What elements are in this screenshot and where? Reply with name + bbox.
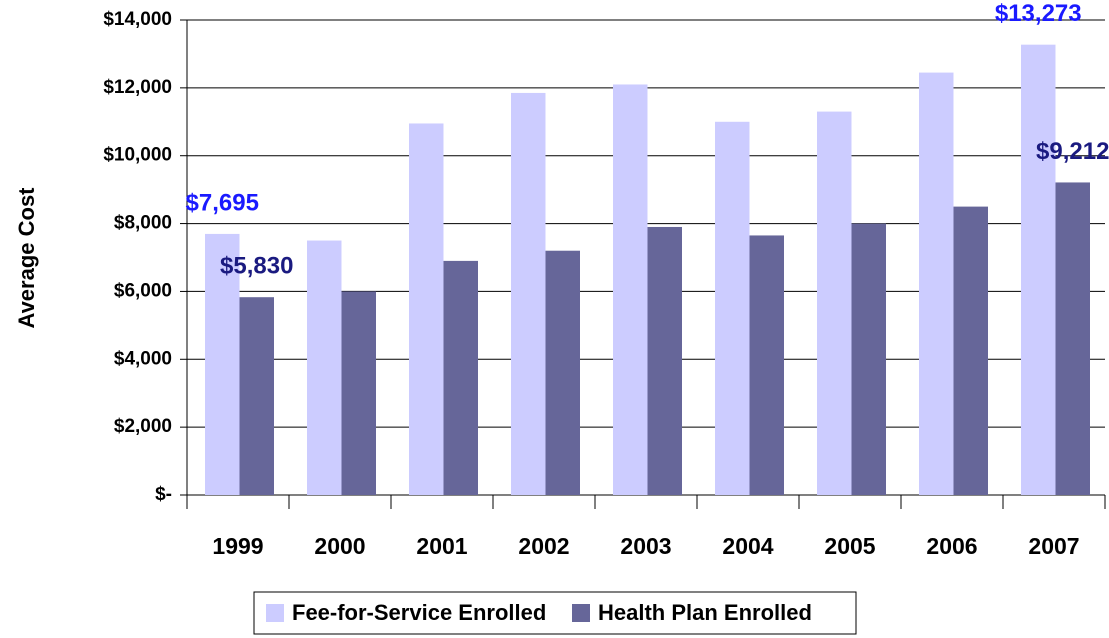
y-tick-label: $- [155,484,172,505]
x-tick-label: 2000 [314,533,365,559]
bar [511,92,546,496]
bar [205,233,240,495]
bar [1055,182,1090,495]
bar [409,123,444,495]
x-tick-label: 2003 [620,533,671,559]
x-tick-label: 1999 [212,533,263,559]
x-tick-label: 2005 [824,533,875,559]
y-axis-label: Average Cost [14,187,39,329]
data-label: $5,830 [220,253,293,280]
bar [851,223,886,496]
bar [545,250,580,495]
bar [919,72,954,495]
x-tick-label: 2001 [416,533,467,559]
x-tick-label: 2002 [518,533,569,559]
x-tick-label: 2006 [926,533,977,559]
bar [443,260,478,495]
legend-swatch [266,604,284,622]
x-tick-label: 2007 [1028,533,1079,559]
y-tick-label: $2,000 [114,416,172,437]
bar [307,240,342,495]
bar [647,226,682,495]
bar [613,84,648,495]
legend-label: Fee-for-Service Enrolled [292,600,546,625]
x-tick-label: 2004 [722,533,773,559]
bar [239,297,274,495]
y-tick-label: $12,000 [103,77,172,98]
y-tick-label: $8,000 [114,213,172,234]
bar [817,111,852,495]
y-tick-label: $4,000 [114,348,172,369]
y-tick-label: $14,000 [103,9,172,30]
data-label: $13,273 [995,0,1082,27]
y-tick-label: $6,000 [114,280,172,301]
data-label: $9,212 [1036,138,1109,165]
bar [1021,44,1056,495]
bar [341,291,376,495]
data-label: $7,695 [186,189,259,216]
legend-swatch [572,604,590,622]
y-tick-label: $10,000 [103,145,172,166]
bar [715,121,750,496]
legend-box [253,591,857,635]
legend-label: Health Plan Enrolled [598,600,812,625]
bar [749,235,784,496]
bar [953,206,988,495]
